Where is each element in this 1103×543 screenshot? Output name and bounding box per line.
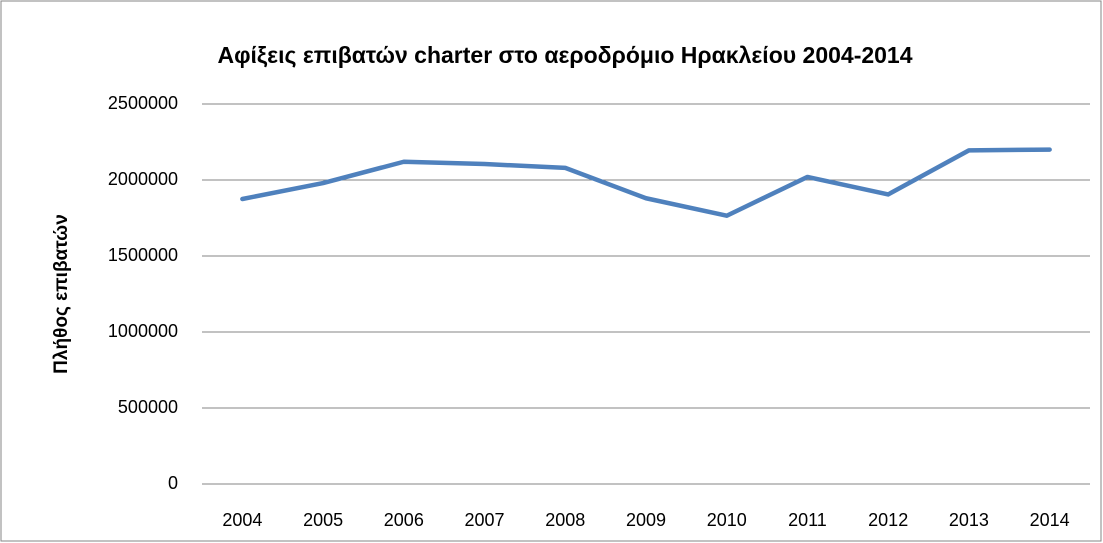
x-tick-label: 2010 xyxy=(707,510,747,530)
y-tick-label: 2000000 xyxy=(108,169,178,189)
x-tick-label: 2008 xyxy=(545,510,585,530)
x-tick-label: 2009 xyxy=(626,510,666,530)
x-tick-label: 2006 xyxy=(384,510,424,530)
y-axis-label: Πλήθος επιβατών xyxy=(51,214,72,374)
y-tick-label: 1500000 xyxy=(108,245,178,265)
x-tick-label: 2007 xyxy=(465,510,505,530)
x-tick-label: 2014 xyxy=(1030,510,1070,530)
x-tick-label: 2005 xyxy=(303,510,343,530)
y-tick-label: 500000 xyxy=(118,397,178,417)
data-line xyxy=(240,147,1052,218)
y-tick-label: 2500000 xyxy=(108,93,178,113)
x-tick-label: 2013 xyxy=(949,510,989,530)
x-tick-label: 2011 xyxy=(788,510,827,530)
x-tick-label: 2004 xyxy=(222,510,262,530)
y-tick-label: 1000000 xyxy=(108,321,178,341)
x-tick-label: 2012 xyxy=(868,510,908,530)
y-tick-label: 0 xyxy=(168,473,178,493)
chart-title: Αφίξεις επιβατών charter στο αεροδρόμιο … xyxy=(217,42,912,68)
